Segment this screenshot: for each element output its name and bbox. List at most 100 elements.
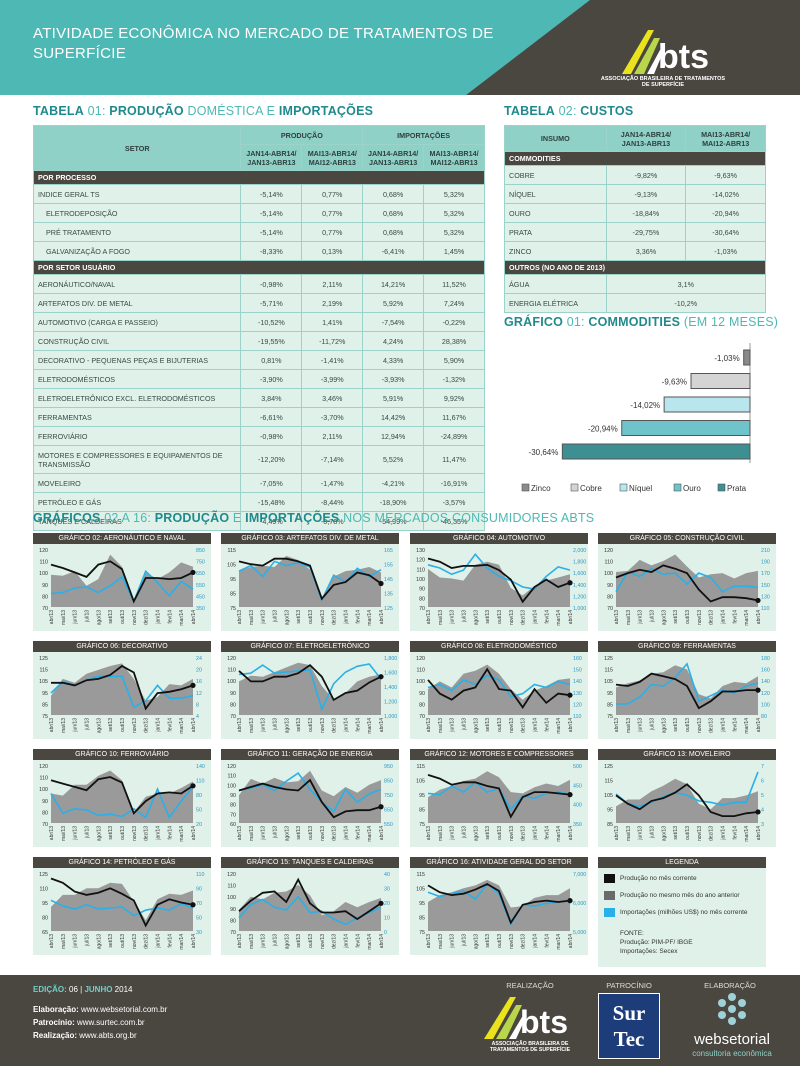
x-tick: jul/13 — [273, 934, 279, 947]
y-tick-left: 85 — [42, 702, 48, 708]
small-chart-plot: 125 115 105 95 85 75 180 160 140 120 100 80 abr/13 ma… — [604, 656, 770, 734]
x-tick: dez/13 — [144, 826, 150, 841]
footer-link-realizacao[interactable]: Realização: www.abts.org.br — [33, 1031, 137, 1040]
y-tick-right: 110 — [196, 872, 204, 878]
row-label: ELETRODEPOSIÇÃO — [32, 203, 242, 223]
cell-value: 0,68% — [362, 203, 425, 223]
y-tick-right: 50 — [196, 916, 202, 922]
cell-value: 14,21% — [362, 274, 425, 294]
y-tick-right: 90 — [196, 887, 202, 893]
cell-value: -24,89% — [423, 426, 485, 446]
x-tick: dez/13 — [144, 934, 150, 949]
col-header-period: MAI13-ABR14/ MAI12-ABR13 — [423, 144, 485, 171]
table-row: ELETROELETRÔNICO EXCL. ELETRODOMÉSTICOS 3… — [32, 388, 485, 408]
y-tick-left: 120 — [227, 872, 236, 878]
y-tick-right: 7,000 — [573, 872, 586, 878]
footer-link-elaboracao[interactable]: Elaboração: www.websetorial.com.br — [33, 1005, 168, 1014]
small-chart-title: GRÁFICO 06: DECORATIVO — [33, 641, 211, 652]
source-label: FONTE: — [620, 930, 644, 937]
footer-link-patrocinio[interactable]: Patrocínio: www.surtec.com.br — [33, 1018, 145, 1027]
table-row: ELETRODEPOSIÇÃO -5,14% 0,77% 0,68% 5,32% — [32, 203, 485, 223]
table-row: MOTORES E COMPRESSORES E EQUIPAMENTOS DE… — [32, 445, 485, 474]
cell-value: 5,52% — [362, 445, 425, 474]
small-chart-plot: 115 105 95 85 75 500 450 400 350 abr/13 mai/13 jun/… — [416, 764, 582, 842]
x-tick: dez/13 — [332, 934, 338, 949]
x-tick: ago/13 — [96, 826, 102, 842]
x-tick: mar/14 — [556, 934, 562, 950]
y-tick-left: 125 — [39, 872, 48, 878]
line-imports — [427, 674, 571, 698]
area-prior-year — [239, 770, 381, 823]
last-point-marker — [378, 674, 384, 680]
cell-value: -6,61% — [240, 407, 303, 427]
col-header-producao: PRODUÇÃO — [240, 125, 364, 145]
y-tick-right: 350 — [573, 822, 582, 828]
x-tick: out/13 — [308, 610, 314, 624]
y-tick-right: 145 — [384, 577, 393, 583]
bar-value-label: -20,94% — [588, 425, 618, 434]
table-row: CONSTRUÇÃO CIVIL -19,55% -11,72% 4,24% 28,38… — [32, 331, 485, 351]
cell-value: 3,36% — [605, 241, 687, 261]
y-tick-right: 1,600 — [573, 571, 586, 577]
last-point-marker — [190, 783, 196, 789]
cell-value: 0,77% — [301, 203, 364, 223]
cell-value: -20,94% — [685, 203, 766, 223]
x-tick: out/13 — [308, 826, 314, 840]
small-chart: GRÁFICO 11: GERAÇÃO DE ENERGIA 120 110 100 9… — [221, 749, 399, 847]
line-production — [427, 557, 571, 604]
legend-item-importacoes: Importações (milhões US$) no mês corrent… — [604, 908, 748, 917]
y-tick-left: 110 — [417, 567, 425, 573]
line-production — [238, 778, 382, 819]
y-tick-right: 2,000 — [573, 548, 586, 554]
x-tick: out/13 — [685, 610, 691, 624]
cell-value: -6,41% — [362, 241, 425, 261]
label-patrocinio: PATROCÍNIO — [606, 981, 652, 990]
x-tick: jun/13 — [261, 610, 267, 625]
legend-swatch — [604, 874, 615, 883]
x-tick: out/13 — [685, 718, 691, 732]
x-tick: mai/13 — [61, 934, 67, 949]
last-point-marker — [567, 692, 573, 698]
y-tick-left: 80 — [419, 596, 425, 602]
x-tick: jun/13 — [450, 934, 456, 949]
cell-value: -8,44% — [301, 492, 364, 512]
small-chart-title: GRÁFICO 16: ATIVIDADE GERAL DO SETOR — [410, 857, 588, 868]
y-tick-right: 1,600 — [384, 671, 397, 677]
y-tick-left: 120 — [39, 548, 48, 554]
y-tick-left: 60 — [230, 822, 236, 828]
bar-cobre — [690, 373, 751, 389]
x-tick: out/13 — [497, 934, 503, 948]
charts-grid-title: GRÁFICOS 02 A 16: PRODUÇÃO E IMPORTAÇÕES… — [33, 511, 595, 525]
y-tick-right: 450 — [573, 783, 582, 789]
row-label: INDICE GERAL TS — [32, 184, 242, 204]
y-tick-right: 3 — [761, 822, 764, 828]
legend-label-zinco: Zinco — [531, 484, 551, 493]
cell-value: -9,63% — [685, 165, 766, 185]
cell-value: 2,11% — [301, 274, 364, 294]
x-tick: nov/13 — [697, 718, 703, 733]
x-tick: fev/14 — [355, 826, 361, 840]
table-row: ELETRODOMÉSTICOS -3,90% -3,99% -3,93% -1,32% — [32, 369, 485, 389]
x-tick: abr/13 — [49, 610, 55, 624]
cell-value: -7,54% — [362, 312, 425, 332]
y-tick-right: 1,400 — [384, 685, 397, 691]
small-chart-plot: 130 120 110 100 90 80 70 2,000 1,800 1,600 1,400 1,… — [416, 548, 586, 626]
y-tick-right: 850 — [196, 548, 205, 554]
x-tick: set/13 — [108, 934, 114, 948]
group-row-commodities: COMMODITIES — [504, 151, 766, 166]
x-tick: ago/13 — [284, 826, 290, 842]
y-tick-right: 6 — [761, 779, 764, 785]
commodities-bar-chart: -1,03% -9,63% -14,02% -20,94% -30,64% Zinco Co… — [504, 335, 766, 500]
row-label: NÍQUEL — [504, 184, 607, 204]
x-tick: nov/13 — [320, 934, 326, 949]
x-tick: ago/13 — [284, 934, 290, 950]
x-tick: jan/14 — [344, 718, 350, 733]
small-chart-title: GRÁFICO 08: ELETRODOMÉSTICO — [410, 641, 588, 652]
line-imports — [615, 771, 759, 808]
x-tick: jul/13 — [462, 610, 468, 623]
x-tick: mar/14 — [744, 610, 750, 626]
x-tick: mai/13 — [61, 826, 67, 841]
y-tick-right: 1,000 — [573, 606, 586, 612]
table-row: ÁGUA 3,1% — [504, 274, 767, 294]
x-tick: jun/13 — [73, 610, 79, 625]
